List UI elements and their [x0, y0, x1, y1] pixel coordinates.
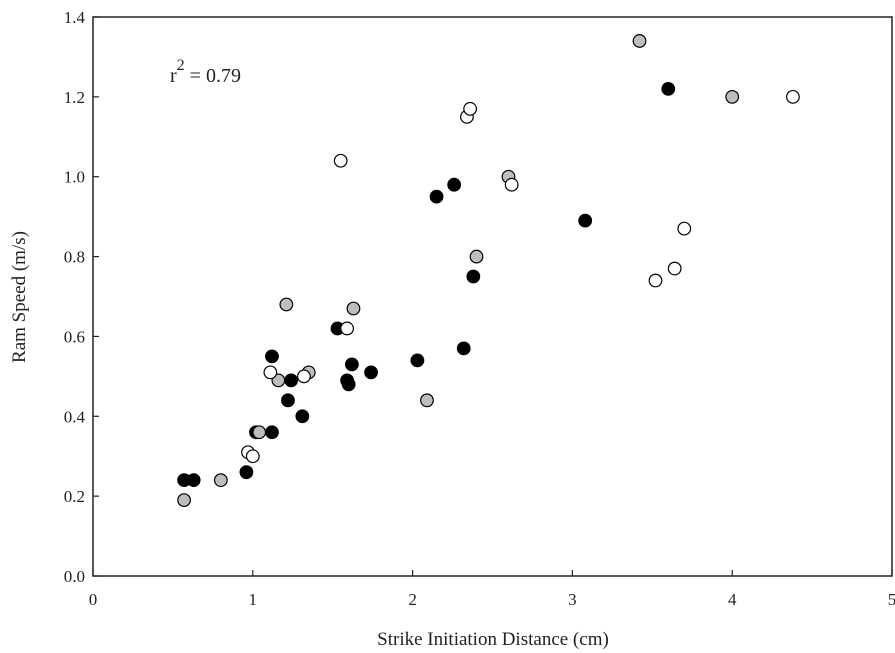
y-tick-label: 0.6 [64, 327, 85, 346]
data-point-filled-grey [469, 249, 484, 264]
x-tick-label: 5 [888, 590, 895, 609]
data-point-filled-black [661, 81, 676, 96]
data-point-open [648, 273, 663, 288]
y-tick-label: 0.2 [64, 487, 85, 506]
data-point-filled-grey [279, 297, 294, 312]
data-point-open [340, 321, 354, 336]
data-point-filled-grey [213, 473, 228, 488]
data-point-open [677, 221, 692, 236]
y-axis-ticks: 0.0 0.2 0.4 0.6 0.8 1.0 1.2 1.4 [64, 8, 99, 586]
y-tick-label: 1.2 [64, 88, 85, 107]
data-point-filled-black [265, 349, 279, 364]
data-point-filled-black [447, 177, 462, 192]
data-point-filled-grey [420, 393, 434, 408]
data-point-open [667, 261, 682, 276]
x-tick-label: 0 [89, 590, 98, 609]
data-point-filled-black [364, 365, 378, 380]
y-tick-label: 1.4 [64, 8, 86, 27]
data-point-open [463, 101, 478, 116]
r-squared-base: r [170, 65, 177, 87]
data-point-filled-black [344, 357, 359, 372]
y-tick-label: 0.8 [64, 248, 85, 267]
r-squared-value: = 0.79 [185, 65, 241, 87]
data-points [177, 34, 800, 508]
data-point-filled-black [239, 465, 254, 480]
data-point-filled-black [456, 341, 471, 356]
data-point-filled-grey [632, 34, 647, 48]
y-tick-label: 0.0 [64, 567, 85, 586]
y-axis-label: Ram Speed (m/s) [9, 231, 30, 363]
r-squared-annotation: r2 = 0.79 [170, 57, 241, 87]
x-tick-label: 3 [568, 590, 577, 609]
data-point-open [263, 365, 278, 380]
data-point-filled-black [265, 425, 279, 440]
data-point-open [245, 449, 260, 464]
data-point-filled-black [186, 473, 201, 488]
data-point-filled-black [429, 189, 444, 204]
data-point-filled-black [281, 393, 295, 408]
data-point-open [333, 153, 348, 168]
x-axis-label: Strike Initiation Distance (cm) [377, 629, 609, 650]
data-point-filled-grey [252, 425, 267, 440]
x-tick-label: 1 [249, 590, 258, 609]
x-tick-label: 4 [728, 590, 737, 609]
data-point-filled-grey [725, 89, 740, 104]
data-point-open [504, 177, 519, 192]
data-point-filled-black [410, 353, 425, 368]
data-point-open [786, 89, 800, 104]
data-point-filled-black [578, 213, 593, 228]
r-squared-exponent: 2 [177, 57, 185, 74]
x-tick-label: 2 [408, 590, 417, 609]
x-axis-ticks: 0 1 2 3 4 5 [89, 570, 895, 609]
data-point-open [297, 369, 311, 384]
data-point-filled-black [284, 373, 299, 388]
data-point-filled-black [341, 377, 356, 392]
data-point-filled-black [295, 409, 310, 424]
y-tick-label: 1.0 [64, 168, 85, 187]
data-point-filled-grey [346, 301, 361, 316]
data-point-filled-black [466, 269, 481, 284]
data-point-filled-grey [177, 493, 191, 508]
plot-border [92, 16, 893, 577]
y-tick-label: 0.4 [64, 407, 86, 426]
plot-frame [92, 16, 893, 577]
